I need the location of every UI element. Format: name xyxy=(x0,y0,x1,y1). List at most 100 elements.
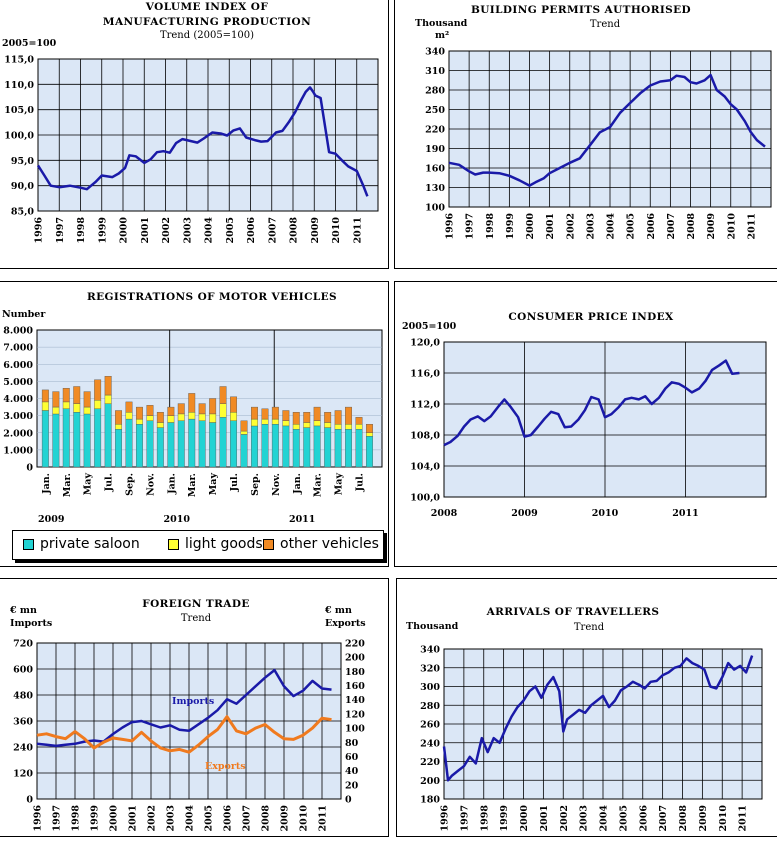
panel-vehicles: REGISTRATIONS OF MOTOR VEHICLES Number 0 1.… xyxy=(0,281,389,567)
vehicles-bar-other-vehicles xyxy=(261,408,269,420)
vehicles-bar-other-vehicles xyxy=(313,406,321,421)
vehicles-bar-private-saloon xyxy=(52,413,60,468)
vehicles-xtick: Jul. xyxy=(355,473,366,492)
vehicles-ytick: 8.000 xyxy=(3,326,33,337)
trade-xtick: 2007 xyxy=(242,805,253,831)
legend-light-swatch xyxy=(168,538,179,550)
trade-right-ytick: 180 xyxy=(345,667,365,678)
travellers-xtick: 2007 xyxy=(658,805,669,831)
permits-ytick: 130 xyxy=(425,183,445,194)
travellers-xtick: 2011 xyxy=(738,805,749,831)
permits-xtick: 2011 xyxy=(746,213,757,239)
manufacturing-xtick: 1998 xyxy=(76,217,87,244)
vehicles-bar-private-saloon xyxy=(94,408,102,468)
manufacturing-xtick: 1997 xyxy=(55,217,66,243)
vehicles-xtick: Jul. xyxy=(229,473,240,492)
vehicles-bar-other-vehicles xyxy=(230,396,238,413)
trade-title: FOREIGN TRADE xyxy=(142,598,249,610)
vehicles-bar-other-vehicles xyxy=(94,379,102,401)
trade-exports-label: Exports xyxy=(205,761,246,772)
vehicles-bar-private-saloon xyxy=(188,418,196,468)
chart-cpi: CONSUMER PRICE INDEX 2005=100 100,0 104,0 10… xyxy=(402,311,767,519)
vehicles-bar-other-vehicles xyxy=(355,417,363,425)
cpi-xtick: 2008 xyxy=(431,508,458,519)
manufacturing-xtick: 2007 xyxy=(267,217,278,243)
vehicles-bar-light-goods xyxy=(188,411,196,420)
permits-ylabel: Thousand xyxy=(415,18,468,29)
vehicles-bar-private-saloon xyxy=(250,425,258,468)
permits-xtick: 2008 xyxy=(686,213,697,240)
panel-travellers: ARRIVALS OF TRAVELLERS Trend Thousand 180 20… xyxy=(396,578,777,837)
manufacturing-xtick: 2006 xyxy=(246,217,257,244)
vehicles-bar-light-goods xyxy=(240,430,248,435)
permits-xtick: 2001 xyxy=(545,213,556,239)
manufacturing-ylabel: 2005=100 xyxy=(2,38,57,49)
legend-private: private saloon xyxy=(23,536,140,552)
permits-xtick: 1997 xyxy=(465,213,476,239)
trade-right-ytick: 120 xyxy=(345,709,365,720)
travellers-ytick: 220 xyxy=(420,757,440,768)
manufacturing-ytick: 100,0 xyxy=(4,131,34,142)
trade-ylabel-right: € mn xyxy=(324,605,352,616)
trade-right-ytick: 60 xyxy=(345,752,359,763)
legend-other: other vehicles xyxy=(263,536,379,552)
chart-manufacturing: VOLUME INDEX OF MANUFACTURING PRODUCTION T… xyxy=(2,1,379,244)
vehicles-ytick: 2.000 xyxy=(3,428,33,439)
vehicles-bar-other-vehicles xyxy=(167,406,175,416)
vehicles-bar-light-goods xyxy=(104,394,112,404)
permits-ytick: 280 xyxy=(425,86,445,97)
cpi-ytick: 116,0 xyxy=(410,369,440,380)
vehicles-xtick: Mar. xyxy=(62,473,73,497)
vehicles-xtick: May xyxy=(83,473,94,496)
trade-right-ytick: 160 xyxy=(345,681,365,692)
vehicles-bar-other-vehicles xyxy=(292,411,300,425)
vehicles-bar-private-saloon xyxy=(198,420,206,468)
vehicles-ytick: 7.000 xyxy=(3,343,33,354)
legend-light: light goods xyxy=(168,536,263,552)
panel-permits: BUILDING PERMITS AUTHORISED Trend Thousand… xyxy=(394,0,777,269)
trade-left-ytick: 360 xyxy=(13,717,33,728)
vehicles-bar-private-saloon xyxy=(62,408,70,468)
vehicles-bar-private-saloon xyxy=(73,411,81,468)
vehicles-bar-other-vehicles xyxy=(324,411,332,423)
vehicles-bar-light-goods xyxy=(355,423,363,430)
vehicles-title: REGISTRATIONS OF MOTOR VEHICLES xyxy=(87,291,337,303)
cpi-xtick: 2011 xyxy=(672,508,698,519)
vehicles-bar-other-vehicles xyxy=(366,423,373,433)
vehicles-xtick: May xyxy=(208,473,219,496)
permits-xtick: 2010 xyxy=(726,213,737,240)
manufacturing-xtick: 2005 xyxy=(225,217,236,243)
trade-xtick: 2010 xyxy=(299,805,310,832)
vehicles-xtick: Mar. xyxy=(313,473,324,497)
cpi-ytick: 104,0 xyxy=(410,462,440,473)
travellers-ytick: 320 xyxy=(420,663,440,674)
vehicles-bar-light-goods xyxy=(271,418,279,425)
vehicles-bar-light-goods xyxy=(292,423,300,430)
permits-xtick: 2009 xyxy=(706,213,717,240)
vehicles-bar-private-saloon xyxy=(303,427,311,468)
travellers-xtick: 2000 xyxy=(519,805,530,832)
legend-other-swatch xyxy=(263,538,274,550)
permits-xtick: 2005 xyxy=(626,213,637,239)
trade-right-ytick: 200 xyxy=(345,653,365,664)
travellers-ytick: 280 xyxy=(420,701,440,712)
permits-ytick: 160 xyxy=(425,164,445,175)
trade-xtick: 2004 xyxy=(185,805,196,832)
manufacturing-ytick: 110,0 xyxy=(4,80,34,91)
vehicles-xtick: Jul. xyxy=(104,473,115,492)
manufacturing-xtick: 1999 xyxy=(97,217,108,244)
vehicles-bar-light-goods xyxy=(230,411,238,421)
vehicles-ylabel: Number xyxy=(2,309,46,320)
travellers-xtick: 1996 xyxy=(440,805,451,832)
vehicles-bar-light-goods xyxy=(209,413,217,423)
travellers-series-line xyxy=(442,655,754,782)
vehicles-bar-other-vehicles xyxy=(345,406,352,425)
vehicles-bar-private-saloon xyxy=(177,420,185,468)
vehicles-xtick: Jan. xyxy=(292,473,303,495)
vehicles-bar-other-vehicles xyxy=(271,406,279,420)
trade-xtick: 2001 xyxy=(128,805,139,831)
vehicles-bar-private-saloon xyxy=(125,418,133,468)
vehicles-bar-private-saloon xyxy=(230,420,238,468)
vehicles-bar-light-goods xyxy=(135,418,143,425)
vehicles-bar-other-vehicles xyxy=(73,386,81,404)
